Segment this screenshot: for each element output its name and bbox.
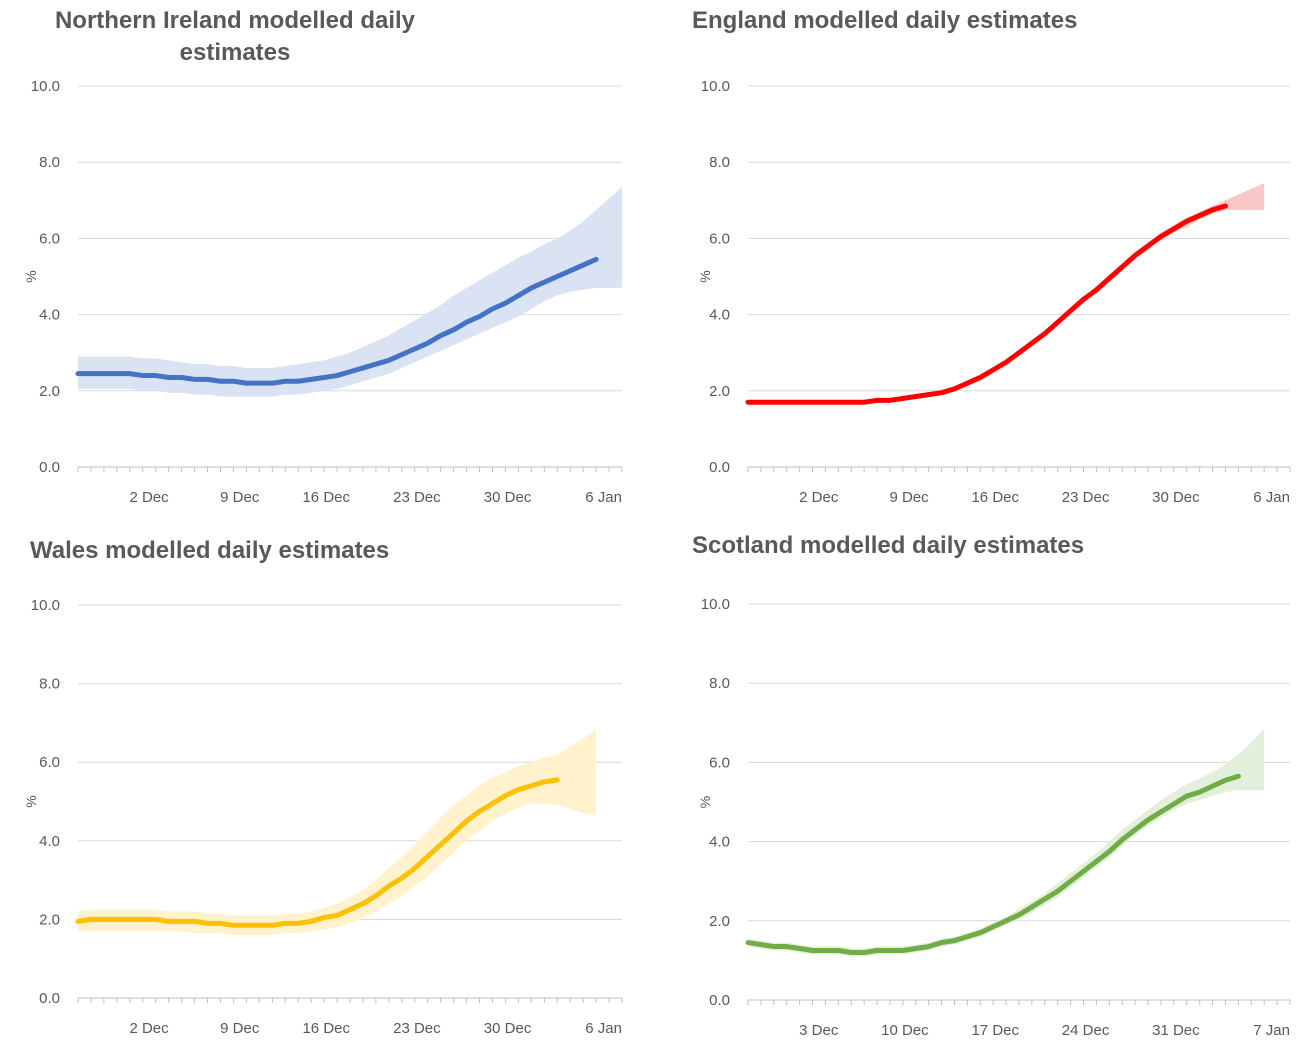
- x-tick-label: 31 Dec: [1152, 1022, 1200, 1039]
- y-tick-label: 0.0: [39, 459, 60, 476]
- x-tick-label: 6 Jan: [585, 1020, 622, 1037]
- x-tick-label: 10 Dec: [881, 1022, 929, 1039]
- x-tick-label: 24 Dec: [1062, 1022, 1110, 1039]
- x-tick-label: 16 Dec: [302, 1020, 350, 1037]
- y-tick-label: 2.0: [39, 383, 60, 400]
- x-tick-label: 9 Dec: [889, 489, 929, 506]
- y-tick-label: 2.0: [39, 911, 60, 928]
- y-axis-label: %: [23, 270, 39, 282]
- x-tick-label: 9 Dec: [220, 489, 260, 506]
- y-tick-label: 0.0: [709, 459, 730, 476]
- x-tick-label: 30 Dec: [484, 489, 532, 506]
- chart-title-line: estimates: [180, 39, 291, 66]
- chart-scotland: Scotland modelled daily estimates 0.0 2.0 4…: [670, 520, 1309, 1040]
- chart-svg-scotland: Scotland modelled daily estimates 0.0 2.0 4…: [692, 532, 1291, 1039]
- x-tick-label: 17 Dec: [971, 1022, 1019, 1039]
- x-tick-label: 7 Jan: [1253, 1022, 1290, 1039]
- y-tick-label: 4.0: [39, 307, 60, 324]
- y-tick-label: 4.0: [39, 833, 60, 850]
- y-tick-label: 4.0: [709, 834, 730, 851]
- y-axis-label: %: [23, 795, 39, 807]
- chart-title-line: Scotland modelled daily estimates: [692, 532, 1084, 559]
- x-tick-label: 2 Dec: [799, 489, 839, 506]
- x-tick-label: 2 Dec: [129, 489, 169, 506]
- y-axis-label: %: [697, 270, 713, 282]
- y-tick-label: 10.0: [701, 78, 730, 95]
- x-tick-label: 6 Jan: [1253, 489, 1290, 506]
- y-tick-label: 6.0: [39, 230, 60, 247]
- series-line: [745, 773, 1241, 955]
- x-tick-label: 30 Dec: [484, 1020, 532, 1037]
- x-tick-label: 23 Dec: [1062, 489, 1110, 506]
- chart-svg-wales: Wales modelled daily estimates 0.0 2.0 4.0 6…: [23, 537, 623, 1037]
- y-tick-label: 0.0: [39, 990, 60, 1007]
- chart-svg-northern-ireland: Northern Ireland modelled daily estimates…: [23, 7, 623, 506]
- series-line: [75, 256, 599, 386]
- y-tick-label: 10.0: [31, 78, 60, 95]
- confidence-band: [748, 183, 1265, 405]
- confidence-band: [78, 186, 622, 397]
- chart-svg-england: England modelled daily estimates 0.0 2.0 4.…: [692, 7, 1291, 506]
- y-tick-label: 2.0: [709, 913, 730, 930]
- y-tick-label: 6.0: [39, 754, 60, 771]
- chart-title-line: Wales modelled daily estimates: [30, 537, 389, 564]
- y-tick-label: 2.0: [709, 383, 730, 400]
- y-tick-label: 6.0: [709, 754, 730, 771]
- series-line: [75, 777, 560, 928]
- y-tick-label: 8.0: [39, 676, 60, 693]
- x-tick-label: 6 Jan: [585, 489, 622, 506]
- chart-northern-ireland: Northern Ireland modelled daily estimates…: [0, 0, 650, 520]
- y-axis-label: %: [697, 796, 713, 808]
- x-tick-label: 23 Dec: [393, 489, 441, 506]
- chart-wales: Wales modelled daily estimates 0.0 2.0 4.0 6…: [0, 520, 650, 1040]
- x-tick-label: 16 Dec: [302, 489, 350, 506]
- y-tick-label: 8.0: [39, 154, 60, 171]
- y-tick-label: 6.0: [709, 230, 730, 247]
- y-tick-label: 8.0: [709, 154, 730, 171]
- x-tick-label: 30 Dec: [1152, 489, 1200, 506]
- y-tick-label: 10.0: [31, 597, 60, 614]
- x-tick-label: 16 Dec: [971, 489, 1019, 506]
- chart-title-line: England modelled daily estimates: [692, 7, 1077, 34]
- x-tick-label: 2 Dec: [129, 1020, 169, 1037]
- x-tick-label: 9 Dec: [220, 1020, 260, 1037]
- chart-title-line: Northern Ireland modelled daily: [55, 7, 416, 34]
- x-tick-label: 3 Dec: [799, 1022, 839, 1039]
- x-tick-label: 23 Dec: [393, 1020, 441, 1037]
- y-tick-label: 4.0: [709, 307, 730, 324]
- y-tick-label: 10.0: [701, 596, 730, 613]
- confidence-band: [78, 728, 597, 936]
- y-tick-label: 0.0: [709, 992, 730, 1009]
- y-tick-label: 8.0: [709, 675, 730, 692]
- series-line: [745, 203, 1228, 405]
- chart-england: England modelled daily estimates 0.0 2.0 4.…: [670, 0, 1309, 520]
